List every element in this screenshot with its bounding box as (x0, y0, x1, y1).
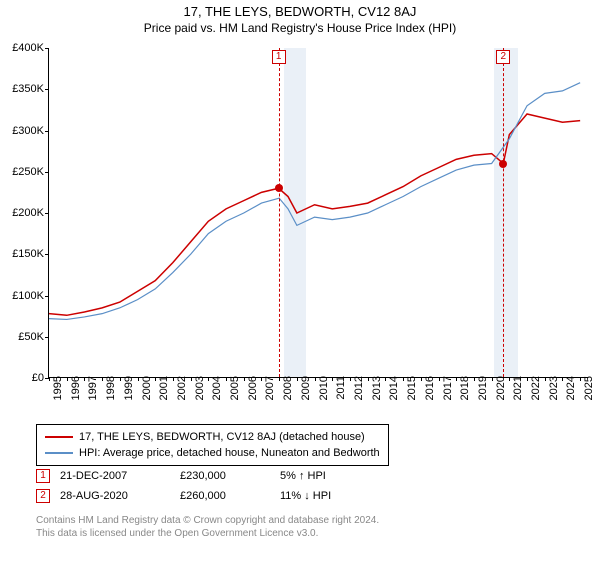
transactions-table: 1 21-DEC-2007 £230,000 5% ↑ HPI 2 28-AUG-2020… (36, 466, 360, 506)
x-axis-label: 2006 (247, 376, 259, 416)
x-axis-label: 2009 (300, 376, 312, 416)
x-axis-label: 2021 (512, 376, 524, 416)
marker-badge: 1 (272, 50, 286, 64)
y-axis-label: £250K (2, 166, 44, 178)
series-price_paid (49, 114, 580, 315)
legend-swatch (45, 436, 73, 438)
transaction-badge: 2 (36, 489, 50, 503)
x-axis-label: 2010 (318, 376, 330, 416)
legend-label: HPI: Average price, detached house, Nune… (79, 447, 380, 459)
x-axis-label: 2015 (406, 376, 418, 416)
x-axis-label: 2008 (282, 376, 294, 416)
marker-line (503, 48, 504, 377)
transaction-date: 28-AUG-2020 (60, 490, 170, 502)
chart-subtitle: Price paid vs. HM Land Registry's House … (0, 21, 600, 35)
y-axis-label: £150K (2, 248, 44, 260)
transaction-delta: 5% ↑ HPI (280, 470, 360, 482)
y-axis-label: £200K (2, 207, 44, 219)
x-axis-label: 1996 (70, 376, 82, 416)
transaction-price: £260,000 (180, 490, 270, 502)
footer-line2: This data is licensed under the Open Gov… (36, 527, 379, 540)
x-axis-label: 2012 (353, 376, 365, 416)
x-axis-label: 2003 (194, 376, 206, 416)
chart-title: 17, THE LEYS, BEDWORTH, CV12 8AJ (0, 4, 600, 19)
x-axis-label: 2016 (424, 376, 436, 416)
legend-item: HPI: Average price, detached house, Nune… (45, 445, 380, 461)
x-axis-label: 2022 (530, 376, 542, 416)
y-axis-label: £0 (2, 372, 44, 384)
x-axis-label: 2004 (211, 376, 223, 416)
transaction-date: 21-DEC-2007 (60, 470, 170, 482)
x-axis-label: 2005 (229, 376, 241, 416)
series-hpi (49, 83, 580, 320)
x-axis-label: 2013 (371, 376, 383, 416)
footer-attribution: Contains HM Land Registry data © Crown c… (36, 514, 379, 540)
x-axis-label: 2025 (583, 376, 595, 416)
transaction-row: 2 28-AUG-2020 £260,000 11% ↓ HPI (36, 486, 360, 506)
chart-plot-area: 12 (48, 48, 588, 378)
x-axis-label: 2017 (442, 376, 454, 416)
x-axis-label: 2000 (141, 376, 153, 416)
x-axis-label: 2011 (335, 376, 347, 416)
x-axis-label: 2023 (548, 376, 560, 416)
y-axis-label: £50K (2, 331, 44, 343)
legend-item: 17, THE LEYS, BEDWORTH, CV12 8AJ (detach… (45, 429, 380, 445)
x-axis-label: 2024 (565, 376, 577, 416)
x-axis-label: 2002 (176, 376, 188, 416)
chart-svg (49, 48, 589, 378)
x-axis-label: 1999 (123, 376, 135, 416)
legend-label: 17, THE LEYS, BEDWORTH, CV12 8AJ (detach… (79, 431, 365, 443)
sale-point (275, 184, 283, 192)
transaction-row: 1 21-DEC-2007 £230,000 5% ↑ HPI (36, 466, 360, 486)
y-axis-label: £300K (2, 125, 44, 137)
x-axis-label: 1997 (87, 376, 99, 416)
sale-point (499, 160, 507, 168)
transaction-badge: 1 (36, 469, 50, 483)
x-axis-label: 2018 (459, 376, 471, 416)
marker-badge: 2 (496, 50, 510, 64)
x-axis-label: 2001 (158, 376, 170, 416)
footer-line1: Contains HM Land Registry data © Crown c… (36, 514, 379, 527)
transaction-delta: 11% ↓ HPI (280, 490, 360, 502)
legend-swatch (45, 452, 73, 454)
chart-container: 17, THE LEYS, BEDWORTH, CV12 8AJ Price p… (0, 4, 600, 564)
x-axis-label: 1998 (105, 376, 117, 416)
y-axis-label: £100K (2, 290, 44, 302)
x-axis-label: 2019 (477, 376, 489, 416)
marker-line (279, 48, 280, 377)
y-axis-label: £400K (2, 42, 44, 54)
y-axis-label: £350K (2, 83, 44, 95)
transaction-price: £230,000 (180, 470, 270, 482)
x-axis-label: 2007 (264, 376, 276, 416)
x-axis-label: 1995 (52, 376, 64, 416)
x-axis-label: 2020 (495, 376, 507, 416)
x-axis-label: 2014 (388, 376, 400, 416)
legend: 17, THE LEYS, BEDWORTH, CV12 8AJ (detach… (36, 424, 389, 466)
